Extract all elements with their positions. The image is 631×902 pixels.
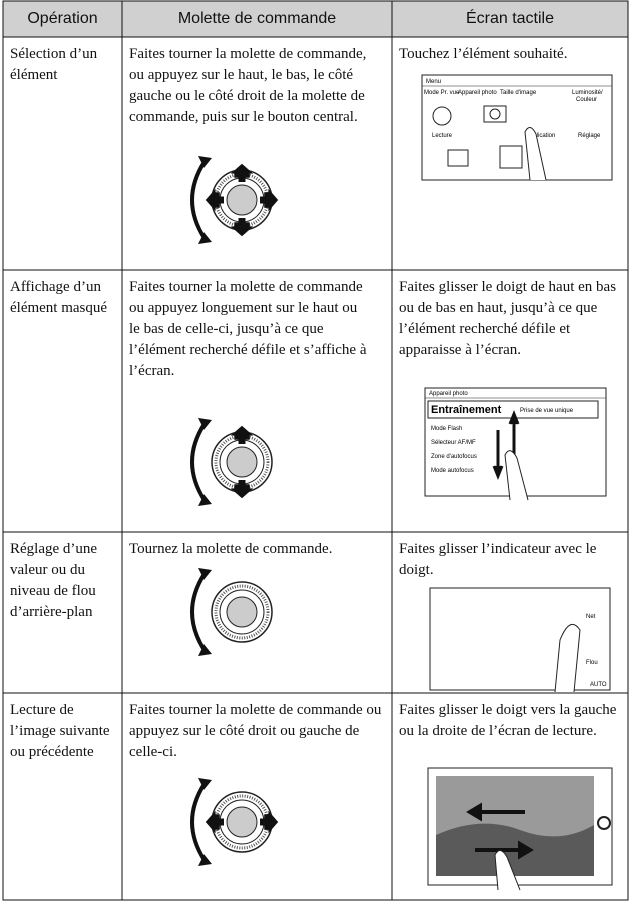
cell: Sélection d’un élément — [10, 46, 98, 83]
cell: Faites glisser l’indicateur avec le doig… — [399, 541, 597, 578]
cell: Faites glisser le doigt vers la gauche o… — [399, 702, 617, 739]
cell: Faites tourner la molette de commande ou… — [129, 279, 367, 379]
screen-text: Flou — [586, 660, 598, 666]
cell: Lecture de l’image suivante ou précédent… — [10, 702, 110, 760]
screen-text: Appareil photo — [458, 90, 497, 96]
cell: Affichage d’un élément masqué — [10, 279, 108, 316]
cell: Faites glisser le doigt de haut en bas o… — [399, 279, 617, 358]
cell: Faites tourner la molette de commande ou… — [129, 702, 382, 760]
screen-text: Entraînement — [431, 404, 502, 416]
cell: Touchez l’élément souhaité. — [399, 46, 568, 62]
header-cell: Opération — [27, 10, 98, 27]
screen-text: Menu — [426, 79, 441, 85]
screen-text: AUTO — [590, 682, 607, 688]
screen-text: Zone d'autofocus — [431, 454, 477, 460]
screen-text: Mode Flash — [431, 426, 462, 432]
screen-text: Sélecteur AF/MF — [431, 440, 476, 446]
cell: Faites tourner la molette de commande, o… — [129, 46, 367, 125]
screen-text: Réglage — [578, 133, 601, 139]
screen-text: Taille d'image — [500, 90, 537, 96]
screen-text: Luminosité/ — [572, 90, 603, 96]
cell: Tournez la molette de commande. — [129, 541, 333, 557]
screen-text: Application — [526, 133, 555, 139]
screen-text: Couleur — [576, 97, 597, 103]
screen-text: Mode autofocus — [431, 468, 474, 474]
header-cell: Molette de commande — [177, 10, 337, 27]
header-cell: Écran tactile — [465, 10, 555, 27]
screen-text: Prise de vue unique — [520, 408, 574, 414]
screen-text: Net — [586, 614, 596, 620]
screen-text: Lecture — [432, 133, 453, 139]
screen-text: Mode Pr. vue — [424, 90, 460, 96]
screen-text: Appareil photo — [429, 391, 468, 397]
cell: Réglage d’une valeur ou du niveau de flo… — [10, 541, 98, 620]
